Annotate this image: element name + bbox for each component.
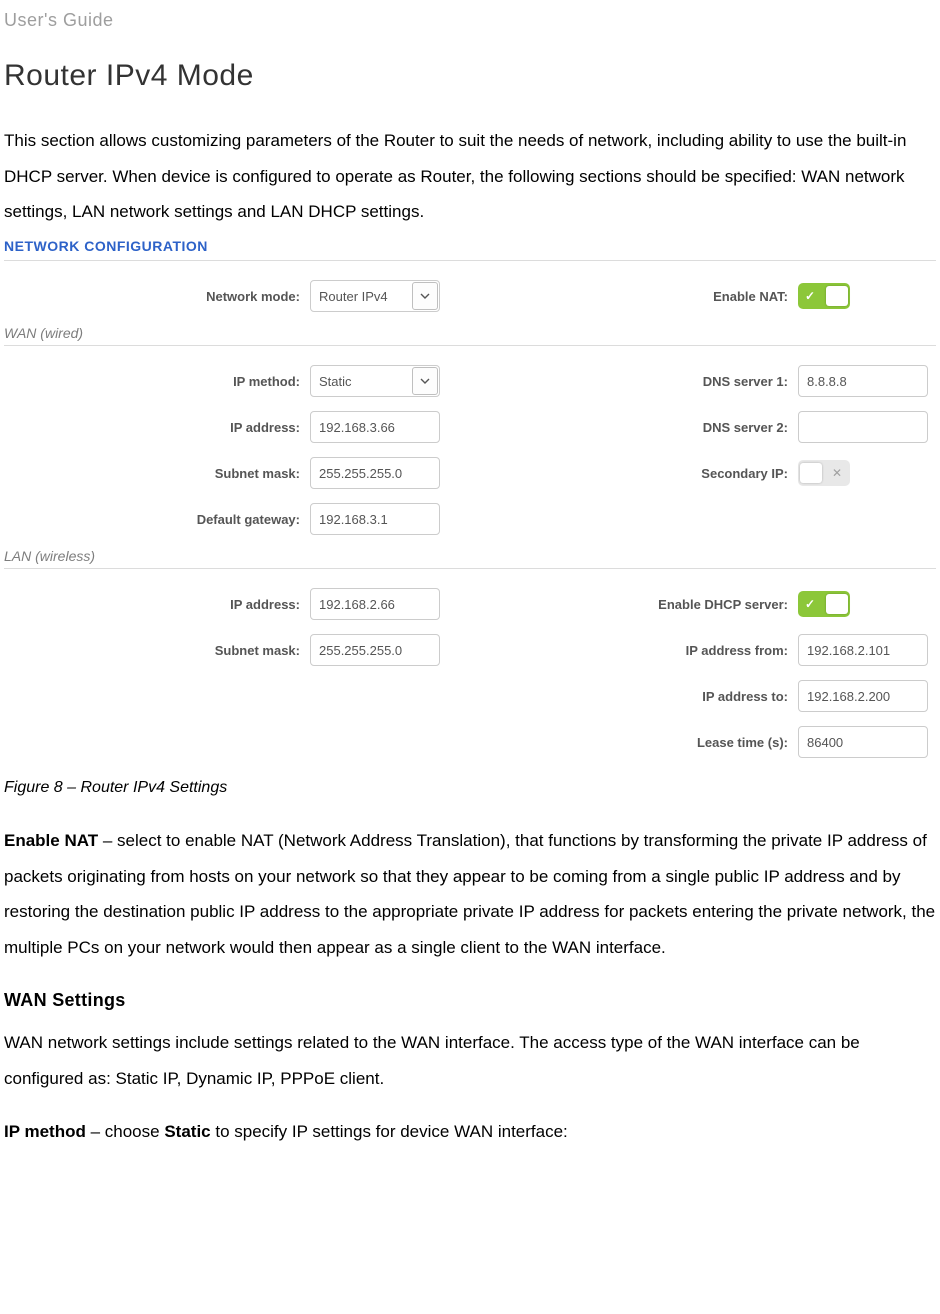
dns2-label: DNS server 2: (703, 420, 788, 435)
enable-nat-label: Enable NAT: (713, 289, 788, 304)
page-title: Router IPv4 Mode (4, 59, 936, 123)
lan-ip-address-input[interactable] (310, 588, 440, 620)
wan-ip-address-input[interactable] (310, 411, 440, 443)
ip-from-label: IP address from: (686, 643, 788, 658)
wan-subnet-label: Subnet mask: (215, 466, 300, 481)
x-icon: ✕ (832, 466, 842, 480)
lan-subnet-input[interactable] (310, 634, 440, 666)
lease-input[interactable] (798, 726, 928, 758)
header-guide: User's Guide (4, 0, 936, 59)
figure-caption: Figure 8 – Router IPv4 Settings (4, 765, 936, 823)
lease-label: Lease time (s): (697, 735, 788, 750)
dhcp-toggle[interactable]: ✓ (798, 591, 850, 617)
dns2-input[interactable] (798, 411, 928, 443)
intro-paragraph: This section allows customizing paramete… (4, 123, 936, 238)
enable-nat-row: Enable NAT: ✓ (500, 273, 928, 319)
wan-ip-address-label: IP address: (230, 420, 300, 435)
ip-method-strong: IP method (4, 1122, 86, 1141)
ip-method-select[interactable] (310, 365, 440, 397)
toggle-knob (826, 286, 848, 306)
enable-nat-toggle[interactable]: ✓ (798, 283, 850, 309)
toggle-knob (826, 594, 848, 614)
dns1-input[interactable] (798, 365, 928, 397)
ip-to-input[interactable] (798, 680, 928, 712)
wan-section-label: WAN (wired) (4, 319, 936, 345)
wan-settings-heading: WAN Settings (4, 984, 936, 1025)
ip-to-label: IP address to: (702, 689, 788, 704)
divider (4, 568, 936, 569)
network-mode-label: Network mode: (206, 289, 300, 304)
toggle-knob (800, 463, 822, 483)
ip-method-static-strong: Static (164, 1122, 210, 1141)
lan-subnet-label: Subnet mask: (215, 643, 300, 658)
secondary-ip-toggle[interactable]: ✕ (798, 460, 850, 486)
enable-nat-strong: Enable NAT (4, 831, 98, 850)
ip-method-paragraph: IP method – choose Static to specify IP … (4, 1114, 936, 1168)
secondary-ip-label: Secondary IP: (701, 466, 788, 481)
lan-ip-address-label: IP address: (230, 597, 300, 612)
check-icon: ✓ (805, 597, 815, 611)
lan-section-label: LAN (wireless) (4, 542, 936, 568)
ip-from-input[interactable] (798, 634, 928, 666)
ip-method-label: IP method: (233, 374, 300, 389)
divider (4, 260, 936, 261)
network-mode-row: Network mode: (12, 273, 440, 319)
wan-gateway-label: Default gateway: (197, 512, 300, 527)
enable-nat-text: – select to enable NAT (Network Address … (4, 831, 935, 957)
enable-nat-paragraph: Enable NAT – select to enable NAT (Netwo… (4, 823, 936, 984)
dhcp-label: Enable DHCP server: (658, 597, 788, 612)
ip-method-mid: – choose (86, 1122, 164, 1141)
network-config-panel: NETWORK CONFIGURATION Network mode: Enab… (4, 238, 936, 765)
network-mode-select[interactable] (310, 280, 440, 312)
ip-method-rest: to specify IP settings for device WAN in… (211, 1122, 568, 1141)
check-icon: ✓ (805, 289, 815, 303)
divider (4, 345, 936, 346)
wan-gateway-input[interactable] (310, 503, 440, 535)
wan-settings-paragraph: WAN network settings include settings re… (4, 1025, 936, 1114)
panel-heading: NETWORK CONFIGURATION (4, 238, 936, 260)
wan-subnet-input[interactable] (310, 457, 440, 489)
dns1-label: DNS server 1: (703, 374, 788, 389)
